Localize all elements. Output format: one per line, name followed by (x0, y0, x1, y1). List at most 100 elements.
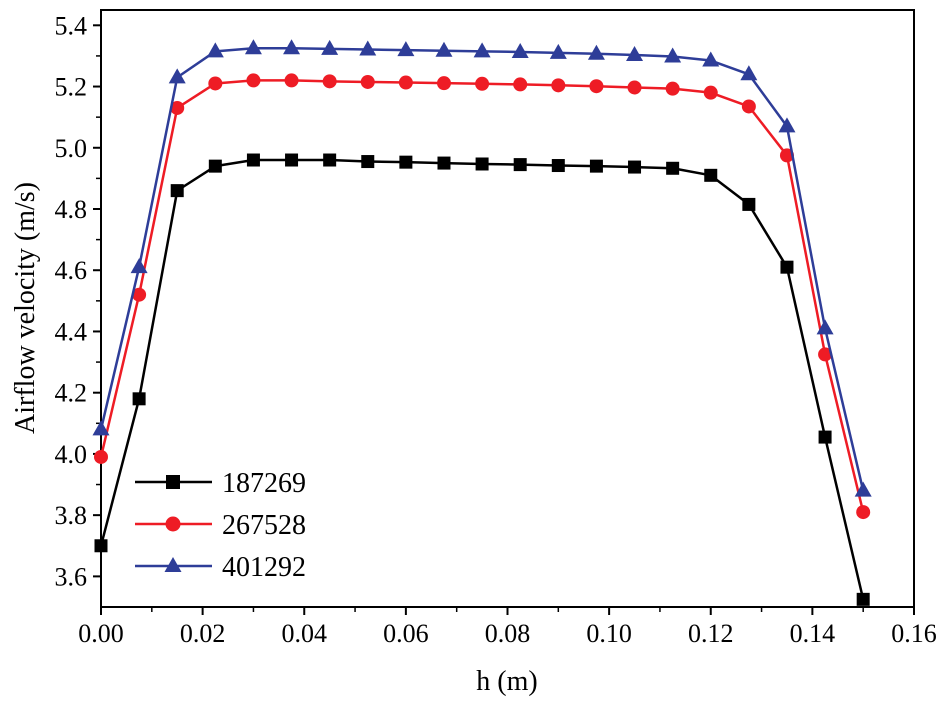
data-point (132, 392, 146, 406)
data-point (741, 99, 756, 114)
data-point (132, 287, 147, 302)
data-point (702, 51, 720, 67)
data-point (589, 159, 603, 173)
data-point (704, 168, 718, 182)
data-point (475, 76, 490, 91)
y-tick-label: 4.4 (55, 317, 88, 346)
x-tick-label: 0.04 (282, 619, 328, 648)
data-point (856, 592, 870, 606)
data-point (628, 160, 642, 174)
x-tick-label: 0.10 (586, 619, 632, 648)
series-layer (92, 39, 872, 606)
data-point (283, 39, 301, 55)
x-tick-label: 0.08 (485, 619, 531, 648)
legend-entry-1: 187269 (135, 468, 306, 499)
data-point (399, 155, 413, 169)
data-point (398, 75, 413, 90)
data-point (778, 117, 796, 133)
data-point (170, 100, 185, 115)
series-line (99, 47, 865, 491)
legend-entry-3: 401292 (135, 552, 306, 583)
data-point (246, 73, 261, 88)
data-point (322, 74, 337, 89)
data-point (168, 68, 186, 84)
y-tick-label: 4.8 (55, 195, 88, 224)
data-point (664, 47, 682, 63)
data-point (475, 157, 489, 171)
data-point (666, 161, 680, 175)
x-tick-label: 0.02 (180, 619, 226, 648)
data-point (513, 77, 528, 92)
legend-label-2: 267528 (222, 510, 306, 541)
y-tick-label: 4.0 (55, 440, 88, 469)
y-axis-title: Airflow velocity (m/s) (10, 182, 41, 434)
data-point (285, 153, 299, 167)
data-point (473, 42, 491, 58)
x-tick-label: 0.06 (383, 619, 429, 648)
data-point (360, 74, 375, 89)
x-tick-label: 0.12 (688, 619, 734, 648)
data-point (818, 430, 832, 444)
data-point (94, 539, 108, 553)
y-tick-label: 3.6 (55, 562, 88, 591)
series-267528 (94, 73, 871, 520)
legend-marker-square (166, 475, 180, 489)
data-point (627, 80, 642, 95)
y-tick-label: 5.4 (55, 11, 88, 40)
data-point (92, 420, 110, 436)
data-point (170, 184, 184, 198)
series-line (99, 158, 865, 600)
axis-ticks: 0.00 0.02 0.04 0.06 0.08 0.10 0.12 0.14 0.16 3.6 3… (55, 11, 937, 648)
data-point (549, 43, 567, 59)
data-point (397, 41, 415, 57)
x-axis-title: h (m) (476, 666, 537, 697)
y-tick-label: 4.2 (55, 379, 88, 408)
data-point (284, 73, 299, 88)
data-point (436, 76, 451, 91)
data-point (359, 40, 377, 56)
data-point (206, 42, 224, 58)
data-point (589, 79, 604, 94)
y-tick-label: 3.8 (55, 501, 88, 530)
y-tick-label: 5.0 (55, 134, 88, 163)
data-point (779, 148, 794, 163)
data-point (587, 44, 605, 60)
y-tick-label: 4.6 (55, 256, 88, 285)
data-point (244, 39, 262, 55)
data-point (740, 65, 758, 81)
data-point (780, 260, 794, 274)
legend-marker-triangle (164, 557, 182, 572)
data-point (511, 42, 529, 58)
data-point (854, 481, 872, 497)
data-point (208, 159, 222, 173)
y-tick-label: 5.2 (55, 73, 88, 102)
data-point (361, 155, 375, 169)
x-tick-label: 0.00 (78, 619, 124, 648)
data-point (551, 159, 565, 173)
data-point (703, 85, 718, 100)
data-point (818, 347, 833, 362)
legend-entry-2: 267528 (135, 510, 306, 541)
legend-marker-circle (165, 516, 181, 532)
data-point (321, 39, 339, 55)
x-tick-label: 0.14 (790, 619, 836, 648)
legend-label-3: 401292 (222, 552, 306, 583)
data-point (246, 153, 260, 167)
data-point (551, 78, 566, 93)
legend: 187269 267528 401292 (135, 468, 306, 583)
series-401292 (92, 39, 872, 497)
data-point (513, 158, 527, 172)
data-point (742, 197, 756, 211)
series-line (99, 79, 865, 513)
data-point (208, 76, 223, 91)
legend-label-1: 187269 (222, 468, 306, 499)
series-187269 (94, 153, 870, 606)
data-point (94, 449, 108, 464)
data-point (323, 153, 337, 167)
data-point (816, 319, 834, 335)
data-point (437, 156, 451, 170)
data-point (665, 81, 680, 96)
data-point (130, 258, 148, 274)
data-point (435, 41, 453, 57)
